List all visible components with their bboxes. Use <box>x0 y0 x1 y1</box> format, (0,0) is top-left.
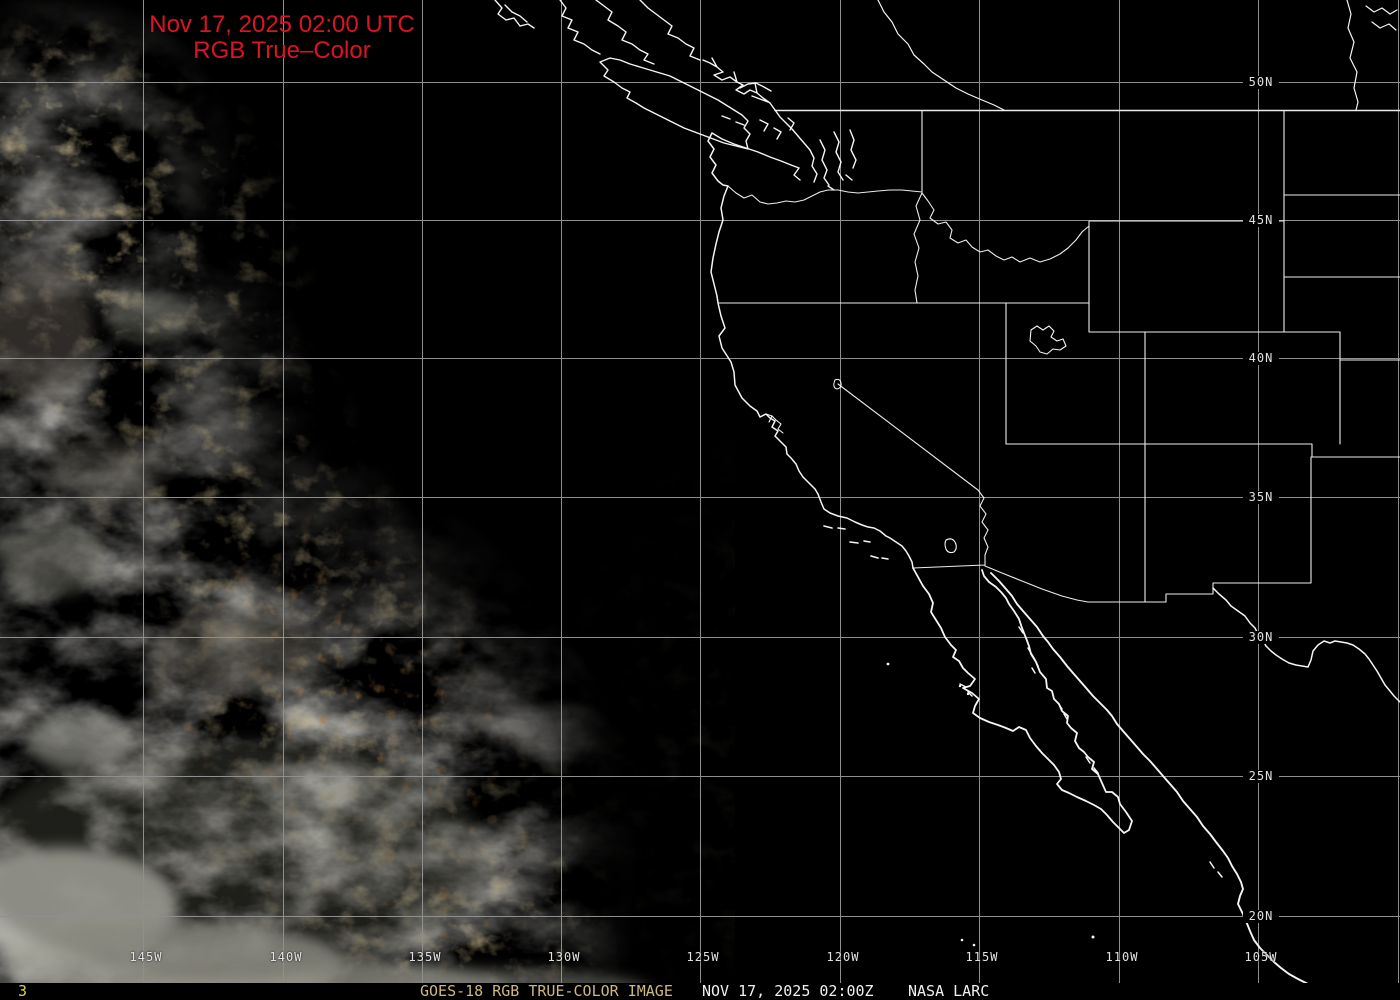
salton-sea <box>944 538 957 554</box>
image-title: Nov 17, 2025 02:00 UTC RGB True–Color <box>132 12 432 64</box>
lat-label-45N: 45N <box>1243 214 1279 227</box>
channel-islands <box>823 525 889 560</box>
lon-label-125W: 125W <box>686 950 720 964</box>
caption-credit: NASA LARC <box>908 982 990 1000</box>
lat-label-40N: 40N <box>1243 352 1279 365</box>
caption-bar: 3 GOES-18 RGB TRUE-COLOR IMAGE NOV 17, 2… <box>0 983 1400 1000</box>
lon-label-110W: 110W <box>1105 950 1139 964</box>
lat-label-50N: 50N <box>1243 76 1279 89</box>
state-borders <box>717 110 1400 603</box>
lon-label-105W: 105W <box>1244 950 1278 964</box>
mexico-mainland-coast <box>990 572 1361 1000</box>
map-lines <box>494 0 1400 1000</box>
gulf-of-california-islands <box>959 626 1223 878</box>
lake-tahoe <box>833 378 842 390</box>
frame-number: 3 <box>18 982 28 1000</box>
bright-cloud-blobs <box>0 260 650 1000</box>
caption-product: GOES-18 RGB TRUE-COLOR IMAGE <box>420 982 673 1000</box>
puget-sound-and-san-juans <box>711 109 857 191</box>
lon-label-120W: 120W <box>826 950 860 964</box>
title-product: RGB True–Color <box>193 37 371 64</box>
lon-label-145W: 145W <box>129 950 163 964</box>
caption-datetime: NOV 17, 2025 02:00Z <box>702 982 874 1000</box>
lon-label-135W: 135W <box>408 950 442 964</box>
title-datetime: Nov 17, 2025 02:00 UTC <box>149 11 415 38</box>
pacific-coastline <box>707 132 914 569</box>
lat-label-35N: 35N <box>1243 491 1279 504</box>
vancouver-island <box>599 57 772 150</box>
rio-grande-river <box>1212 587 1400 703</box>
lon-label-130W: 130W <box>547 950 581 964</box>
island-dots <box>886 662 1095 947</box>
bc-coastline <box>494 0 776 111</box>
great-salt-lake <box>1029 325 1067 355</box>
lon-label-115W: 115W <box>965 950 999 964</box>
lat-label-20N: 20N <box>1243 910 1279 923</box>
san-francisco-bay <box>765 413 784 434</box>
lat-label-25N: 25N <box>1243 770 1279 783</box>
lon-label-140W: 140W <box>269 950 303 964</box>
canada-borders-and-rivers <box>877 0 1398 111</box>
cloud-layer <box>0 30 700 1000</box>
lat-label-30N: 30N <box>1243 631 1279 644</box>
